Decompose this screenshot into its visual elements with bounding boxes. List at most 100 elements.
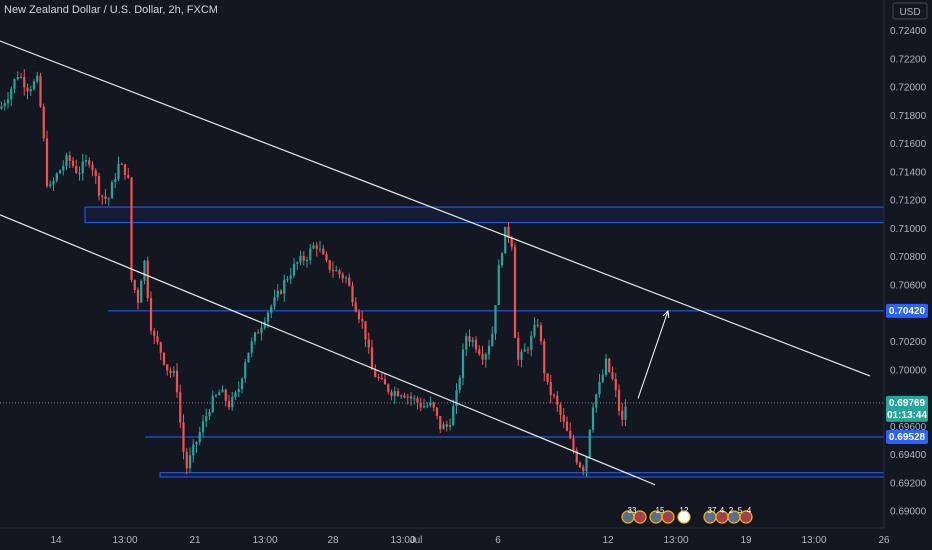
candle-0[interactable]	[0, 101, 3, 110]
candle-173[interactable]	[562, 407, 565, 428]
candle-86[interactable]	[279, 289, 283, 295]
candle-148[interactable]	[481, 345, 484, 365]
candle-183[interactable]	[595, 393, 598, 413]
candle-120[interactable]	[390, 389, 393, 401]
candle-160[interactable]	[520, 349, 523, 368]
candle-112[interactable]	[364, 321, 367, 347]
candle-132[interactable]	[429, 396, 432, 408]
candle-145[interactable]	[471, 336, 474, 348]
candle-135[interactable]	[439, 415, 442, 434]
candle-182[interactable]	[591, 402, 595, 433]
candle-127[interactable]	[413, 395, 416, 405]
candle-172[interactable]	[559, 402, 562, 422]
candle-158[interactable]	[513, 242, 517, 339]
candle-137[interactable]	[445, 420, 448, 432]
descending-channel[interactable]	[0, 40, 871, 486]
candle-131[interactable]	[426, 402, 429, 408]
candle-2[interactable]	[6, 92, 10, 109]
candle-61[interactable]	[198, 426, 201, 446]
candle-38[interactable]	[123, 164, 127, 180]
candle-53[interactable]	[172, 366, 175, 377]
candle-163[interactable]	[530, 330, 533, 357]
candle-186[interactable]	[604, 354, 608, 377]
candle-133[interactable]	[432, 401, 435, 412]
candle-46[interactable]	[149, 291, 153, 335]
candle-55[interactable]	[179, 384, 182, 429]
candle-12[interactable]	[39, 72, 42, 108]
channel-lower-line[interactable]	[0, 214, 656, 486]
currency-badge[interactable]	[892, 2, 928, 20]
price-scale-panel[interactable]	[884, 0, 932, 528]
candle-175[interactable]	[569, 422, 572, 440]
candle-51[interactable]	[166, 364, 169, 376]
candle-155[interactable]	[504, 226, 507, 254]
candle-4[interactable]	[13, 78, 16, 94]
candle-136[interactable]	[442, 421, 445, 430]
candle-17[interactable]	[55, 172, 58, 183]
candle-107[interactable]	[348, 273, 351, 287]
candle-33[interactable]	[107, 197, 110, 206]
candle-156[interactable]	[507, 222, 510, 244]
candle-140[interactable]	[455, 383, 458, 414]
candle-104[interactable]	[338, 268, 341, 279]
candle-150[interactable]	[487, 339, 491, 360]
candle-16[interactable]	[52, 177, 55, 191]
candle-97[interactable]	[315, 242, 318, 257]
candle-39[interactable]	[127, 167, 130, 179]
candle-78[interactable]	[253, 331, 257, 345]
candle-43[interactable]	[140, 279, 143, 303]
candle-109[interactable]	[354, 297, 357, 313]
event-flag-icon[interactable]	[633, 510, 647, 524]
candle-54[interactable]	[175, 363, 179, 398]
candle-138[interactable]	[448, 418, 452, 431]
candle-23[interactable]	[75, 159, 78, 175]
event-flag-icon[interactable]	[677, 510, 691, 524]
candle-40[interactable]	[130, 177, 133, 283]
economic-event-badges[interactable]: 33 15 12 37 4 2 5 4	[621, 506, 753, 524]
candle-21[interactable]	[68, 151, 71, 168]
candle-152[interactable]	[494, 304, 497, 341]
candle-65[interactable]	[211, 390, 214, 414]
candle-83[interactable]	[270, 304, 273, 319]
channel-upper-line[interactable]	[0, 40, 871, 377]
candle-114[interactable]	[370, 339, 374, 370]
candle-13[interactable]	[42, 103, 45, 142]
candle-70[interactable]	[227, 394, 231, 410]
candle-59[interactable]	[192, 439, 195, 463]
candle-123[interactable]	[400, 394, 403, 399]
candle-180[interactable]	[585, 456, 588, 478]
candle-28[interactable]	[91, 161, 94, 177]
candle-25[interactable]	[81, 153, 84, 181]
candle-167[interactable]	[543, 338, 546, 382]
candle-47[interactable]	[153, 327, 156, 345]
candle-88[interactable]	[286, 275, 289, 283]
candle-188[interactable]	[611, 366, 614, 381]
candle-31[interactable]	[101, 194, 104, 205]
candle-52[interactable]	[169, 367, 172, 378]
candle-64[interactable]	[208, 408, 211, 421]
event-flag-icon[interactable]	[739, 510, 753, 524]
candle-105[interactable]	[341, 272, 344, 283]
candle-100[interactable]	[325, 251, 328, 263]
event-flag-icon[interactable]	[661, 510, 675, 524]
candle-161[interactable]	[523, 343, 526, 352]
candle-76[interactable]	[247, 352, 250, 363]
candle-142[interactable]	[461, 343, 465, 386]
candle-45[interactable]	[146, 256, 149, 302]
candle-164[interactable]	[533, 317, 536, 338]
candle-85[interactable]	[276, 284, 279, 301]
candle-165[interactable]	[536, 319, 539, 328]
candle-130[interactable]	[422, 398, 426, 409]
candle-111[interactable]	[361, 311, 364, 329]
candle-35[interactable]	[114, 172, 117, 189]
candle-1[interactable]	[3, 99, 6, 111]
candle-26[interactable]	[84, 154, 88, 167]
candle-94[interactable]	[305, 256, 309, 268]
candle-170[interactable]	[552, 393, 556, 399]
candle-184[interactable]	[598, 373, 601, 398]
candle-143[interactable]	[465, 332, 468, 357]
candle-50[interactable]	[162, 352, 166, 366]
candle-11[interactable]	[36, 71, 39, 84]
candle-58[interactable]	[188, 447, 192, 473]
